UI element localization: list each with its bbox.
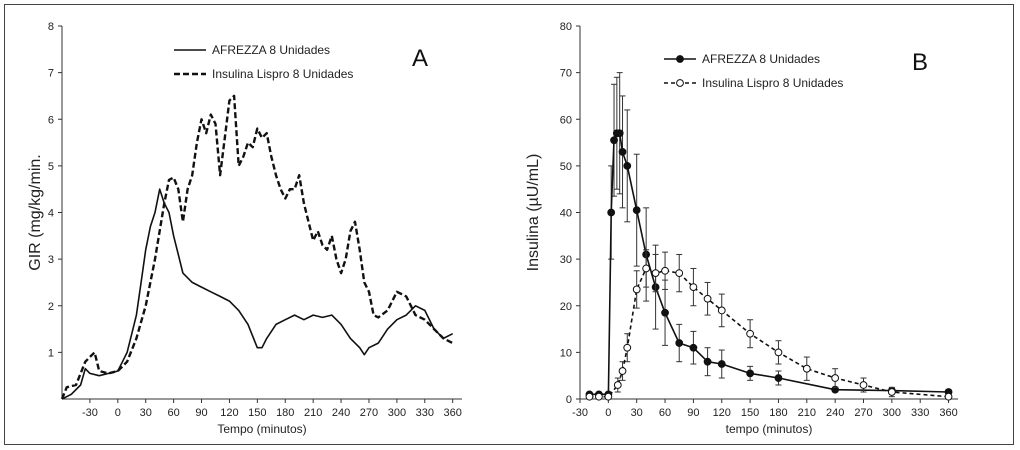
panel-b-series-2-line — [589, 267, 949, 398]
panel-b-y-tick-label: 60 — [560, 114, 572, 126]
panel-a-x-tick-label: 180 — [276, 407, 294, 419]
panel-a-letter: A — [412, 45, 428, 72]
panel-b-series-1-point — [623, 161, 632, 170]
panel-b-x-tick-label: 0 — [605, 407, 611, 419]
panel-b-series-1-point — [774, 374, 783, 382]
panel-b-series-2-point — [831, 374, 840, 382]
panel-b-series-1-line — [589, 132, 949, 396]
panel-a-series-1-legend-label: AFREZZA 8 Unidades — [212, 43, 330, 57]
panel-b-series-1-point — [689, 343, 698, 352]
panel-b-y-tick-label: 80 — [560, 21, 572, 33]
panel-a-x-tick-label: 30 — [140, 407, 152, 419]
panel-a-x-tick-label: 210 — [304, 407, 322, 419]
panel-a-x-tick-label: 240 — [332, 407, 350, 419]
panel-b-series-2-point — [595, 392, 603, 401]
panel-a-x-tick-label: 120 — [220, 407, 238, 419]
panel-b-series-2-point — [689, 283, 698, 292]
panel-b-x-tick-label: 180 — [769, 407, 787, 419]
panel-b-y-tick-label: 20 — [560, 301, 572, 313]
panel-b-series-1-point — [675, 339, 684, 347]
panel-b-x-tick-label: 240 — [826, 407, 844, 419]
panel-b-x-tick-label: 60 — [659, 407, 671, 419]
panel-a-x-axis-label: Tempo (minutos) — [217, 422, 306, 436]
panel-b-x-tick-label: -30 — [572, 407, 588, 419]
panel-b-series-1-point — [607, 208, 616, 217]
panel-b-y-tick-label: 70 — [560, 68, 572, 80]
panel-b-x-tick-label: 150 — [741, 407, 759, 419]
panel-a-y-tick-label: 7 — [48, 68, 54, 80]
panel-b-y-tick-label: 0 — [566, 394, 572, 406]
panel-a-series-2-legend-label: Insulina Lispro 8 Unidades — [212, 67, 353, 81]
panel-b-series-2-point — [585, 392, 594, 401]
panel-b-y-tick-label: 40 — [560, 208, 572, 220]
panel-b-series-2-point — [746, 329, 754, 338]
panel-a-x-tick-label: 90 — [195, 407, 207, 419]
panel-b-y-axis-label: Insulina (µU/mL) — [525, 154, 542, 272]
panel-a-x-tick-label: 300 — [388, 407, 406, 419]
panel-a-x-tick-label: -30 — [82, 407, 98, 419]
panel-b-series-1-point — [746, 369, 754, 378]
panel-a-x-tick-label: 60 — [168, 407, 180, 419]
panel-b-y-tick-label: 50 — [560, 161, 572, 173]
panel-b-series-1-legend-marker — [676, 55, 684, 63]
panel-b-series-2-point — [859, 381, 868, 389]
panel-a-y-tick-label: 2 — [48, 301, 54, 313]
panel-b-series-2-legend-marker — [676, 79, 684, 87]
panel-b-series-2-legend-label: Insulina Lispro 8 Unidades — [702, 76, 843, 90]
panel-a-y-axis-label: GIR (mg/kg/min. — [27, 154, 44, 270]
panel-a-x-tick-label: 360 — [444, 407, 462, 419]
panel-b-series-2-point — [661, 266, 669, 275]
panel-a-series-1-line — [61, 188, 454, 400]
panel-b-series-1-point — [618, 147, 627, 156]
panel-b-series-1-point — [610, 136, 618, 145]
panel-b-x-axis-label: tempo (minutos) — [726, 422, 813, 436]
panel-b-x-tick-label: 210 — [798, 407, 816, 419]
panel-a-x-tick-label: 270 — [360, 407, 378, 419]
panel-b-series-2-point — [802, 364, 811, 373]
panel-b-x-tick-label: 360 — [939, 407, 957, 419]
panel-b-y-tick-label: 30 — [560, 254, 572, 266]
panel-b-x-tick-label: 300 — [883, 407, 901, 419]
panel-b-letter: B — [912, 49, 928, 76]
panel-b-series-2-point — [944, 392, 953, 401]
panel-b-series-2-point — [604, 392, 613, 401]
panel-a-y-tick-label: 8 — [48, 21, 54, 33]
panel-b-series-1-point — [717, 360, 726, 368]
panel-a-y-tick-label: 5 — [48, 161, 54, 173]
panel-b-series-1-legend-label: AFREZZA 8 Unidades — [702, 52, 820, 66]
panel-b-series-2-point — [642, 264, 651, 273]
panel-b-series-1-point — [703, 357, 712, 366]
panel-a-series-2-line — [60, 94, 454, 400]
panel-b-y-tick-label: 10 — [560, 347, 572, 359]
panel-b-series-2-point — [632, 285, 641, 294]
panel-a-x-tick-label: 0 — [115, 407, 121, 419]
panel-b-series-2-point — [651, 269, 660, 278]
panel-b-x-tick-label: 270 — [854, 407, 872, 419]
panel-b-x-tick-label: 330 — [911, 407, 929, 419]
panel-a-x-tick-label: 330 — [416, 407, 434, 419]
panel-b-series-1-point — [615, 129, 624, 138]
panel-b-series-2-point — [675, 269, 684, 278]
panel-b-series-2-point — [774, 348, 783, 357]
panel-b-series-2-point — [887, 388, 896, 396]
figure-frame — [4, 4, 1014, 445]
panel-a-y-tick-label: 4 — [48, 208, 54, 220]
panel-b-x-tick-label: 30 — [631, 407, 643, 419]
panel-b-x-tick-label: 120 — [713, 407, 731, 419]
panel-b-series-2-point — [618, 367, 627, 375]
panel-a-x-tick-label: 150 — [248, 407, 266, 419]
panel-a-y-tick-label: 1 — [48, 347, 54, 359]
panel-b-series-1-point — [632, 206, 641, 215]
panel-a-y-tick-label: 6 — [48, 114, 54, 126]
panel-b-series-2-point — [703, 294, 712, 303]
panel-b-series-1-point — [661, 308, 669, 317]
panel-b-series-2-point — [623, 343, 632, 352]
panel-b-series-2-point — [717, 306, 726, 315]
panel-b-series-2-point — [613, 381, 622, 389]
panel-b-x-tick-label: 90 — [687, 407, 699, 419]
panel-a-y-tick-label: 3 — [48, 254, 54, 266]
